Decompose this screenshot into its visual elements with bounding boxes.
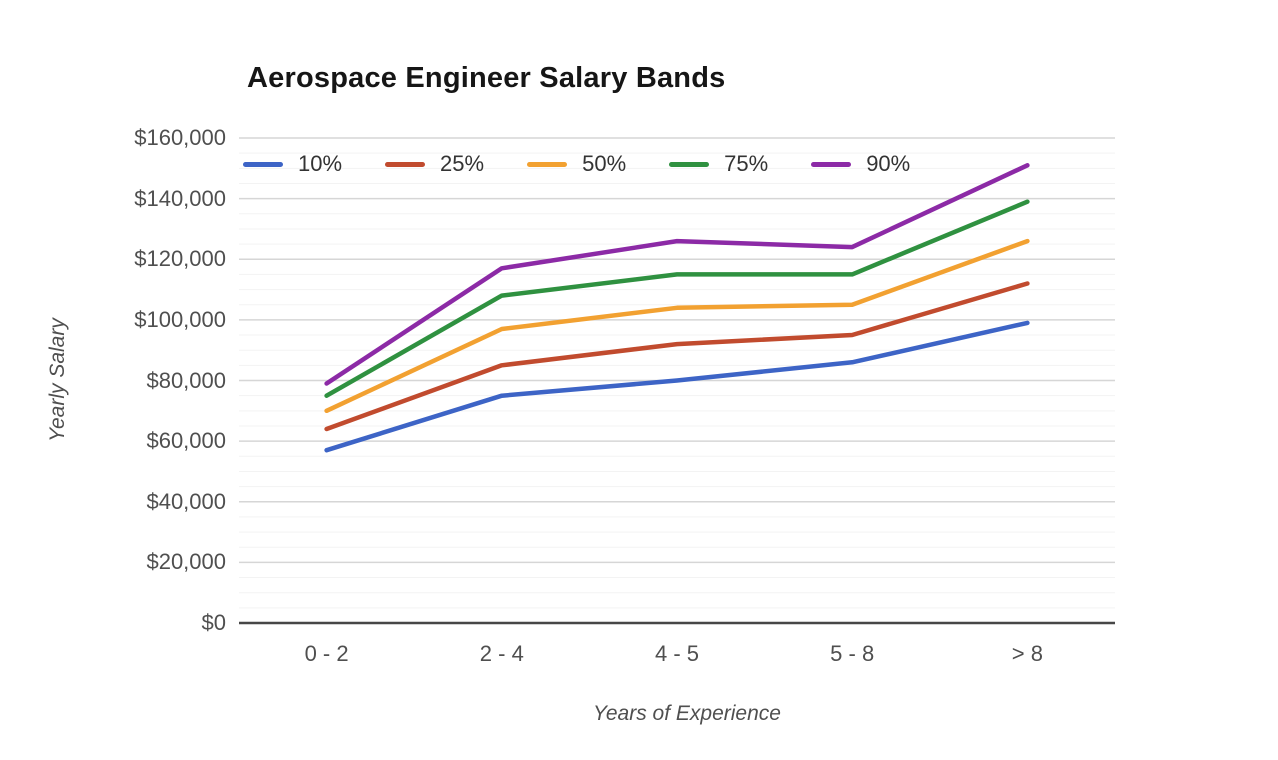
legend-line-swatch xyxy=(243,161,283,167)
legend-line-swatch xyxy=(527,161,568,167)
series-line-90% xyxy=(324,163,1030,386)
x-axis-title: Years of Experience xyxy=(593,702,781,725)
legend-item-50%: 50% xyxy=(527,151,626,177)
x-tick-label: 5 - 8 xyxy=(830,641,875,666)
x-tick-label: > 8 xyxy=(1011,641,1043,666)
legend-label: 50% xyxy=(582,151,627,176)
x-tick-label: 4 - 5 xyxy=(654,641,700,666)
y-tick-label: $120,000 xyxy=(134,246,226,272)
legend-label: 10% xyxy=(298,151,343,176)
y-tick-label: $100,000 xyxy=(134,306,226,332)
legend-label: 90% xyxy=(866,151,911,176)
series-line-25% xyxy=(324,281,1030,432)
series-line-10% xyxy=(324,320,1030,453)
legend-line-swatch xyxy=(811,161,852,167)
legend-label: 75% xyxy=(724,151,769,176)
x-tick-label: 0 - 2 xyxy=(304,641,349,666)
legend-label: 25% xyxy=(440,151,485,176)
legend-item-90%: 90% xyxy=(811,151,910,177)
chart-title: Aerospace Engineer Salary Bands xyxy=(247,62,726,94)
legend: 10% 25% 50% 75% 90% xyxy=(243,151,910,177)
legend-line-swatch xyxy=(385,161,426,167)
x-tick-label: 2 - 4 xyxy=(479,641,524,666)
y-tick-label: $20,000 xyxy=(146,549,226,575)
legend-item-10%: 10% xyxy=(243,151,342,177)
y-tick-label: $140,000 xyxy=(134,185,226,211)
y-tick-label: $0 xyxy=(201,610,226,635)
legend-item-75%: 75% xyxy=(669,151,768,177)
legend-item-25%: 25% xyxy=(385,151,484,177)
y-axis-title: Yearly Salary xyxy=(46,318,69,442)
y-tick-label: $60,000 xyxy=(146,428,226,454)
legend-line-swatch xyxy=(669,161,710,167)
y-tick-label: $40,000 xyxy=(146,488,226,514)
series-line-50% xyxy=(324,238,1030,414)
y-tick-label: $80,000 xyxy=(146,367,226,393)
y-tick-label: $160,000 xyxy=(134,125,226,150)
series-line-75% xyxy=(324,199,1030,398)
